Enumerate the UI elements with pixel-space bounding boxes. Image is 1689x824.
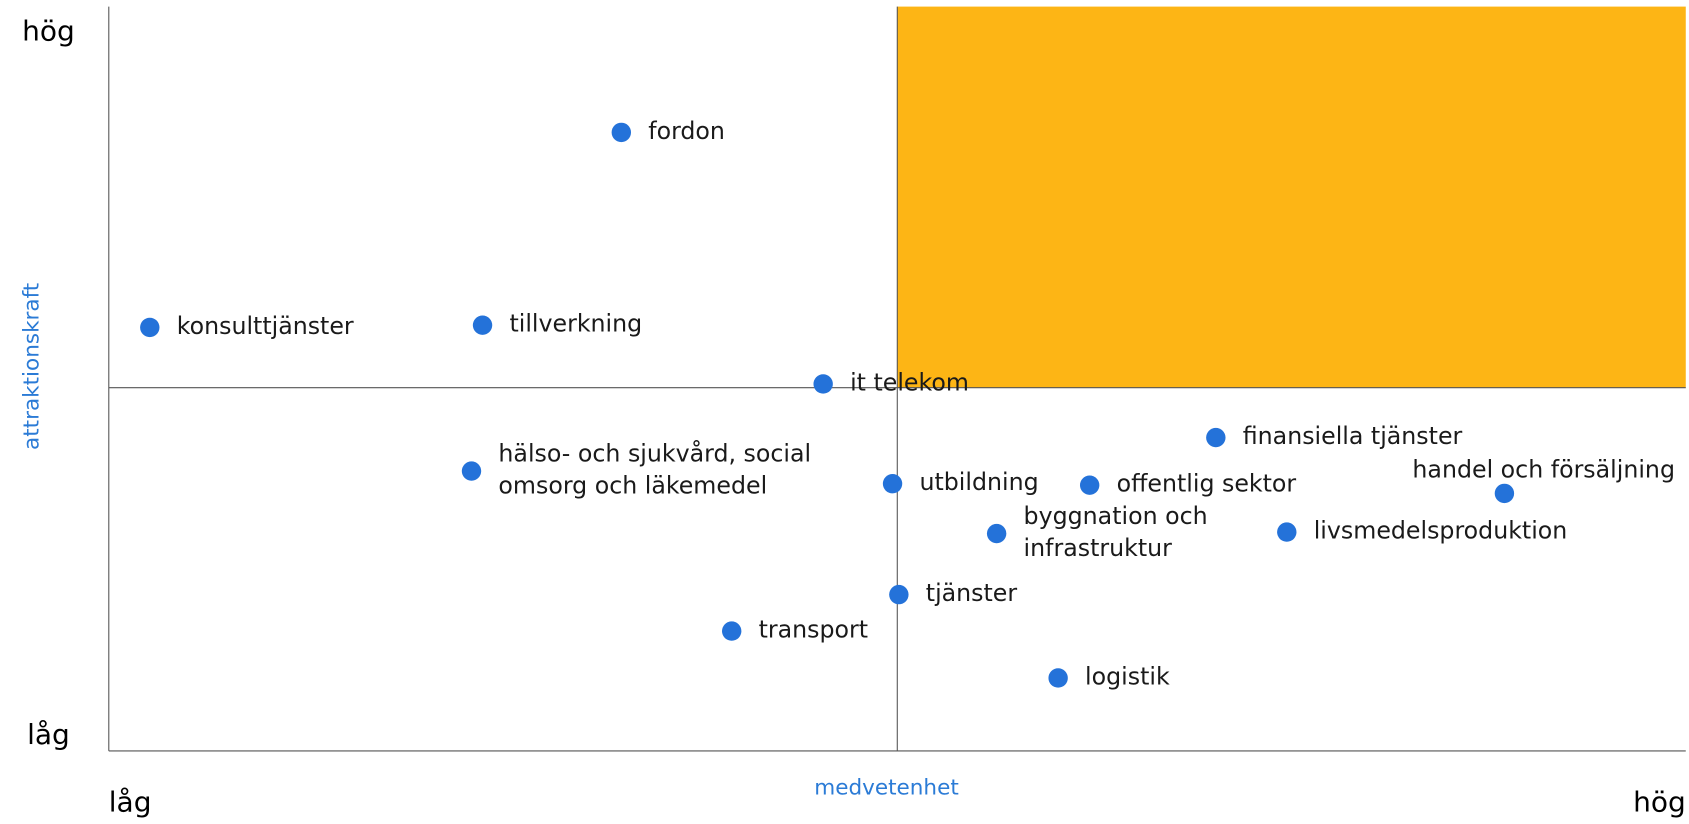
point-label: utbildning [919, 468, 1038, 496]
point-label: hälso- och sjukvård, social [498, 439, 811, 467]
highlight-quadrant [897, 6, 1686, 388]
x-tick-label: låg [109, 786, 152, 819]
point-label: tjänster [926, 579, 1018, 607]
point-label: konsulttjänster [177, 312, 354, 340]
y-axis-title: attraktionskraft [19, 283, 44, 450]
point-label: offentlig sektor [1117, 470, 1297, 498]
point-label: transport [759, 616, 868, 644]
point-label: logistik [1085, 662, 1170, 690]
point [472, 315, 493, 335]
point [1048, 668, 1068, 688]
x-axis-title: medvetenhet [814, 776, 959, 801]
point-label: fordon [648, 117, 725, 145]
point [722, 621, 742, 641]
point-label: infrastruktur [1024, 534, 1173, 562]
point [889, 584, 909, 605]
point-label: it telekom [850, 368, 969, 396]
point [882, 474, 903, 494]
x-tick-label: hög [1633, 786, 1686, 819]
point-label: finansiella tjänster [1243, 422, 1463, 450]
point [140, 317, 160, 338]
point [813, 374, 833, 394]
point-label: byggnation och [1024, 502, 1208, 530]
y-tick-label: hög [22, 14, 75, 47]
point [1079, 475, 1100, 495]
point-label: tillverkning [509, 310, 642, 338]
point [611, 122, 632, 143]
point [1206, 427, 1226, 448]
point [461, 461, 482, 481]
point-label: livsmedelsproduktion [1314, 517, 1568, 545]
point [1494, 483, 1515, 504]
point [986, 523, 1007, 544]
point-label: handel och försäljning [1412, 455, 1675, 483]
y-tick-label: låg [27, 718, 70, 751]
point [1277, 522, 1297, 542]
point-label: omsorg och läkemedel [498, 472, 767, 500]
